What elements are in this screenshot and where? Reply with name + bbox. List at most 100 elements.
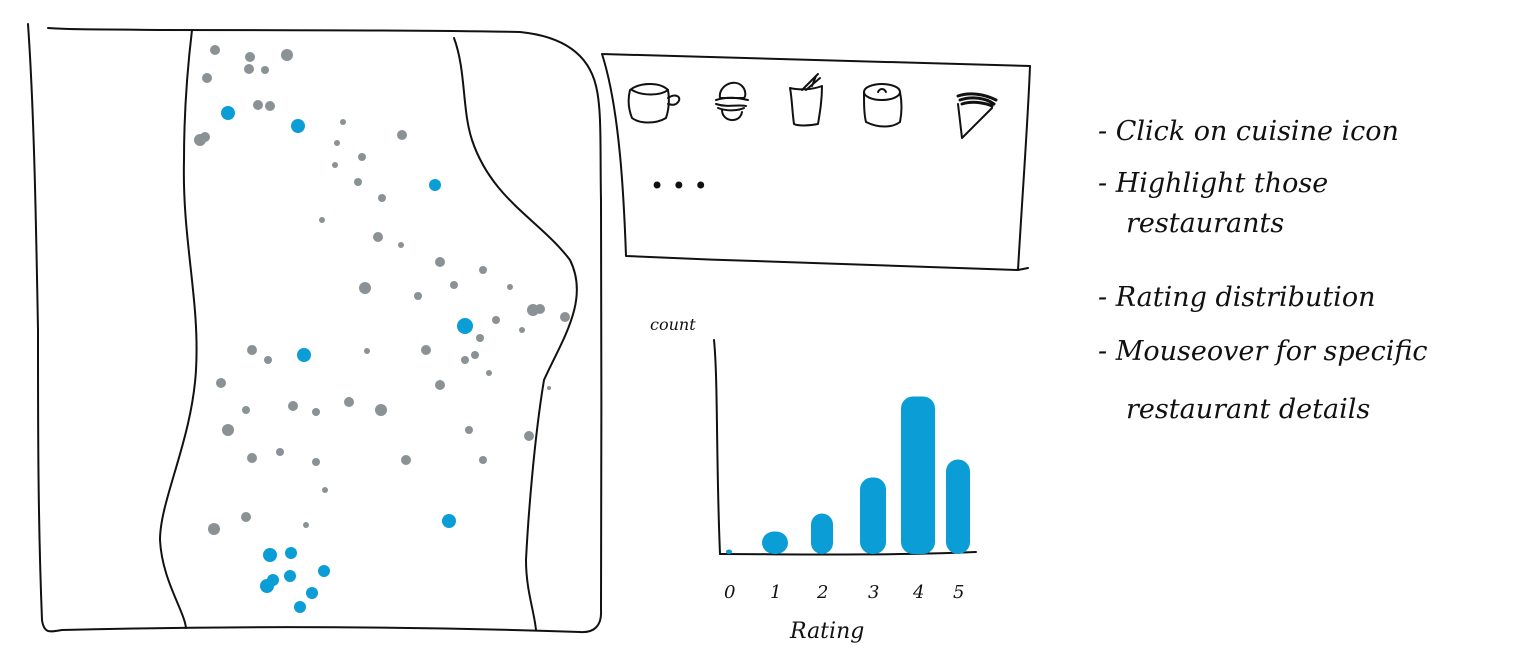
restaurant-dot[interactable] [486,370,492,376]
restaurant-dot[interactable] [276,448,284,456]
restaurant-dot-highlighted[interactable] [267,574,279,586]
note-mouseover: - Mouseover for specific [1098,336,1428,367]
restaurant-dot[interactable] [319,217,325,223]
cup-icon[interactable] [627,83,681,124]
restaurant-dot[interactable] [450,281,458,289]
restaurant-dot-highlighted[interactable] [457,318,473,334]
restaurant-dot[interactable] [253,100,263,110]
y-axis-line [713,339,721,555]
restaurant-dot[interactable] [359,282,371,294]
restaurant-dot[interactable] [264,356,272,364]
restaurant-dot[interactable] [208,523,220,535]
can-icon[interactable] [863,83,903,128]
restaurant-dot-highlighted[interactable] [318,565,330,577]
restaurant-dot[interactable] [378,194,386,202]
map-border-line-left [159,29,198,629]
restaurant-dot[interactable] [288,401,298,411]
restaurant-dot[interactable] [414,292,422,300]
x-tick-label: 3 [868,582,879,603]
restaurant-dot[interactable] [245,52,255,62]
restaurant-dot-highlighted[interactable] [429,179,441,191]
restaurant-dot[interactable] [435,380,445,390]
restaurant-dot[interactable] [358,153,366,161]
restaurant-dot-highlighted[interactable] [442,514,456,528]
restaurant-dot[interactable] [479,266,487,274]
restaurant-dot[interactable] [322,487,328,493]
more-icons-indicator: • • • [650,172,708,200]
restaurant-dot[interactable] [435,257,445,267]
noodle-box-icon[interactable] [789,73,823,127]
restaurant-dot[interactable] [247,345,257,355]
bar-rating-2[interactable] [811,513,833,555]
restaurant-dot[interactable] [476,334,484,342]
restaurant-dot[interactable] [265,101,275,111]
restaurant-dot-highlighted[interactable] [221,106,235,120]
restaurant-dot[interactable] [312,408,320,416]
note-restaurant-details: restaurant details [1126,394,1371,425]
restaurant-dot[interactable] [364,348,370,354]
restaurant-dot[interactable] [421,345,431,355]
note-rating-distribution: - Rating distribution [1098,282,1376,313]
restaurant-dot[interactable] [471,351,479,359]
restaurant-dot[interactable] [373,232,383,242]
note-restaurants: restaurants [1126,208,1285,239]
bar-rating-5[interactable] [946,459,970,555]
cuisine-panel-frame [601,53,1031,271]
restaurant-dot[interactable] [401,455,411,465]
restaurant-dot[interactable] [247,453,257,463]
restaurant-dot[interactable] [312,458,320,466]
restaurant-dot[interactable] [375,404,387,416]
bars-group [726,396,970,555]
map-panel [27,23,603,634]
bar-rating-1[interactable] [762,531,788,555]
restaurant-dot[interactable] [216,378,226,388]
restaurant-dot[interactable] [200,132,210,142]
restaurant-dot[interactable] [465,426,473,434]
x-tick-label: 0 [724,582,735,603]
restaurant-dot[interactable] [261,66,269,74]
restaurant-dot-highlighted[interactable] [263,548,277,562]
restaurant-dot[interactable] [397,130,407,140]
map-frame [27,23,603,634]
restaurant-dot[interactable] [281,49,293,61]
restaurant-dot[interactable] [332,162,338,168]
restaurant-dot-highlighted[interactable] [297,348,311,362]
restaurant-dot-highlighted[interactable] [294,601,306,613]
x-tick-label: 1 [770,582,781,603]
restaurant-dot[interactable] [242,406,250,414]
x-axis-line [719,551,977,556]
restaurant-dot-highlighted[interactable] [306,587,318,599]
restaurant-dot[interactable] [547,386,551,390]
restaurant-dot-highlighted[interactable] [285,547,297,559]
restaurant-dot[interactable] [241,512,251,522]
restaurant-dot[interactable] [461,356,469,364]
x-tick-label: 2 [816,582,828,603]
restaurant-dot[interactable] [398,242,404,248]
bar-rating-3[interactable] [860,477,886,555]
restaurant-dot[interactable] [519,327,525,333]
cone-icon[interactable] [956,92,998,139]
restaurant-dot[interactable] [492,316,500,324]
restaurant-dot[interactable] [354,178,362,186]
restaurant-dot[interactable] [340,119,346,125]
restaurant-dot-highlighted[interactable] [291,119,305,133]
restaurant-dot[interactable] [560,312,570,322]
restaurant-dot[interactable] [344,397,354,407]
restaurant-dot[interactable] [535,304,545,314]
bar-rating-4[interactable] [901,396,935,555]
bar-rating-0[interactable] [726,549,732,555]
restaurant-dot[interactable] [507,284,513,290]
restaurant-dot[interactable] [202,73,212,83]
restaurant-dot[interactable] [303,522,309,528]
burger-icon[interactable] [715,81,749,121]
map-border-line-right [453,37,578,631]
restaurant-dot[interactable] [244,64,254,74]
restaurant-dot[interactable] [210,45,220,55]
restaurant-dot[interactable] [334,140,340,146]
x-tick-label: 5 [953,582,964,603]
restaurant-dot[interactable] [222,424,234,436]
restaurant-dot[interactable] [524,431,534,441]
restaurant-dot[interactable] [479,456,487,464]
restaurant-dot-highlighted[interactable] [284,570,296,582]
